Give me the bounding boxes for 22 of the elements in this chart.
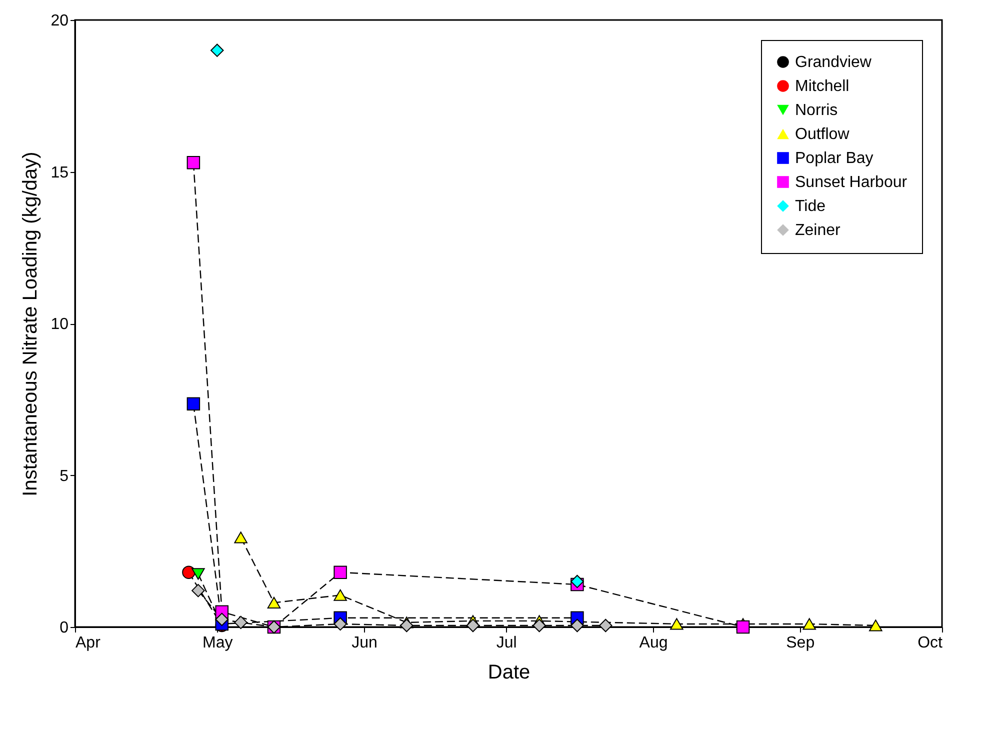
y-tick-label: 5	[60, 468, 69, 485]
legend-label: Grandview	[795, 54, 872, 71]
x-tick-label: Apr	[76, 634, 102, 652]
x-tick-label: Oct	[918, 634, 944, 652]
legend-label: Outflow	[795, 126, 850, 143]
legend-label: Sunset Harbour	[795, 174, 908, 191]
x-axis-title: Date	[488, 662, 530, 684]
y-tick-label: 15	[50, 164, 69, 182]
legend-label: Tide	[795, 198, 826, 215]
legend-label: Zeiner	[795, 222, 842, 239]
y-tick-label: 20	[50, 12, 69, 30]
legend-label: Norris	[795, 102, 838, 119]
x-tick-label: Jun	[352, 634, 378, 652]
x-tick-label: Aug	[639, 634, 668, 652]
legend-label: Poplar Bay	[795, 150, 874, 167]
y-axis-title: Instantaneous Nitrate Loading (kg/day)	[20, 152, 42, 496]
legend-label: Mitchell	[795, 78, 850, 95]
x-tick-label: Jul	[496, 634, 517, 652]
y-tick-label: 10	[50, 316, 69, 333]
x-tick-label: May	[202, 634, 233, 652]
y-tick-label: 0	[60, 620, 69, 636]
x-tick-label: Sep	[786, 634, 815, 652]
